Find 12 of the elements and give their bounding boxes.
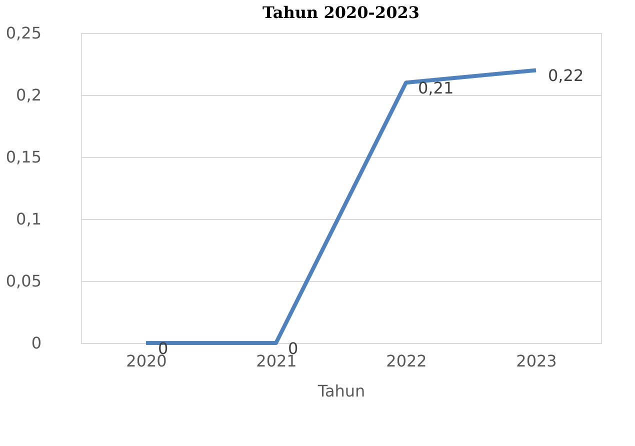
- x-tick-label: 2022: [386, 352, 427, 370]
- data-label: 0,21: [418, 78, 454, 98]
- y-tick-label: 0,2: [16, 86, 42, 104]
- y-tick-label: 0,05: [6, 272, 42, 290]
- x-tick-label: 2023: [516, 352, 557, 370]
- chart-title: Tahun 2020-2023: [262, 3, 420, 22]
- data-label: 0,22: [548, 66, 584, 86]
- y-tick-label: 0: [31, 334, 42, 352]
- y-tick-label: 0,1: [16, 210, 42, 228]
- y-tick-label: 0,25: [6, 24, 42, 42]
- x-axis-title: Tahun: [316, 382, 366, 400]
- y-tick-label: 0,15: [6, 148, 42, 166]
